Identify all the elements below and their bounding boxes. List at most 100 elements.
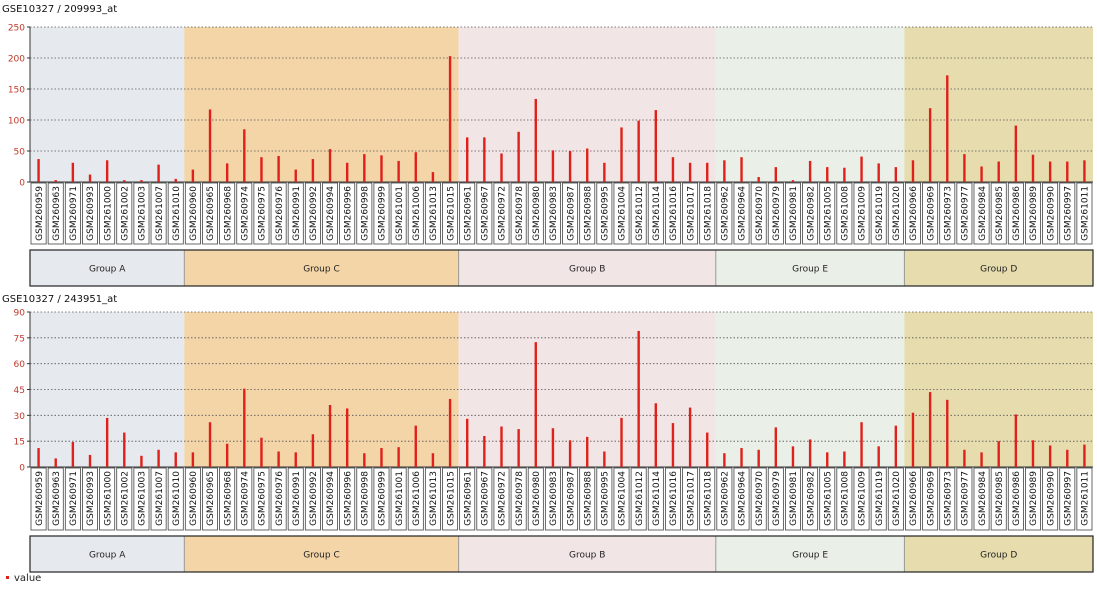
sample-label-box	[407, 182, 424, 245]
group-bg-plot	[184, 27, 459, 182]
sample-label-box	[1025, 467, 1041, 531]
y-tick-label: 45	[14, 386, 25, 396]
x-tick-label: GSM260981	[789, 186, 799, 241]
x-tick-label: GSM261002	[120, 186, 130, 241]
sample-label-box	[1042, 182, 1059, 245]
sample-label-box	[630, 182, 647, 245]
bar	[431, 172, 435, 182]
bar	[894, 167, 898, 182]
bar	[774, 167, 778, 182]
bar	[1048, 445, 1052, 467]
x-tick-label: GSM261018	[703, 471, 713, 526]
sample-label-box	[322, 182, 339, 245]
group-bg-strip	[904, 536, 1093, 572]
sample-label-box	[819, 467, 836, 531]
sample-label-box	[664, 467, 681, 531]
x-tick-label: GSM261003	[138, 471, 148, 526]
x-tick-label: GSM261007	[155, 471, 165, 526]
x-tick-label: GSM261006	[412, 471, 422, 526]
sample-label-box	[493, 182, 510, 245]
x-tick-label: GSM260965	[206, 471, 216, 526]
x-tick-label: GSM261007	[155, 186, 165, 241]
x-tick-label: GSM260991	[292, 471, 302, 526]
bar	[380, 155, 383, 182]
sample-label-box	[699, 467, 716, 531]
sample-label-box	[476, 467, 493, 531]
bar	[260, 157, 263, 182]
x-tick-label: GSM260972	[498, 471, 508, 526]
group-label: Group B	[569, 265, 605, 275]
bar	[380, 448, 383, 467]
y-tick-label: 200	[8, 55, 25, 65]
x-tick-label: GSM261017	[686, 186, 696, 241]
sample-label-box	[682, 467, 699, 531]
sample-label-box	[150, 467, 167, 531]
x-tick-label: GSM260999	[378, 471, 388, 526]
x-tick-label: GSM261016	[669, 471, 679, 526]
x-tick-label: GSM261019	[875, 186, 885, 241]
sample-label-box	[442, 467, 459, 531]
bar	[963, 154, 966, 182]
bar	[740, 448, 743, 467]
x-tick-label: GSM261013	[429, 471, 439, 526]
sample-label-box	[819, 182, 836, 245]
x-tick-label: GSM261020	[892, 471, 902, 526]
x-tick-label: GSM260968	[223, 471, 233, 526]
x-tick-label: GSM261016	[669, 186, 679, 241]
sample-label-box	[956, 467, 973, 531]
bar	[894, 425, 898, 467]
sample-label-box	[270, 467, 287, 531]
sample-label-box	[373, 182, 390, 245]
bar	[860, 422, 863, 467]
bar	[654, 403, 657, 467]
sample-label-box	[322, 467, 339, 531]
sample-label-box	[493, 467, 510, 531]
legend-marker	[6, 576, 9, 579]
x-tick-label: GSM260959	[35, 471, 45, 526]
bar	[586, 148, 589, 182]
bar	[414, 425, 417, 467]
y-tick-label: 0	[19, 464, 25, 474]
x-tick-label: GSM261003	[138, 186, 148, 241]
sample-label-box	[905, 467, 921, 531]
bar	[757, 449, 760, 467]
x-tick-label: GSM260964	[738, 186, 748, 241]
x-tick-label: GSM260975	[258, 471, 268, 526]
y-tick-label: 0	[19, 179, 25, 189]
x-tick-label: GSM260999	[378, 186, 388, 241]
x-tick-label: GSM260979	[772, 471, 782, 526]
sample-label-box	[990, 467, 1007, 531]
bar	[483, 137, 486, 182]
bar	[723, 453, 726, 467]
sample-label-box	[202, 467, 218, 531]
sample-label-box	[579, 182, 596, 245]
chart-title: GSE10327 / 209993_at	[2, 4, 117, 15]
x-tick-label: GSM260997	[1063, 471, 1073, 526]
x-tick-label: GSM260982	[806, 471, 816, 526]
sample-label-box	[750, 182, 767, 245]
sample-label-box	[510, 467, 527, 531]
bar	[483, 436, 486, 467]
bar	[688, 407, 692, 467]
sample-label-box	[1042, 467, 1059, 531]
x-tick-label: GSM261012	[635, 186, 645, 241]
x-tick-label: GSM260962	[721, 186, 731, 241]
sample-label-box	[613, 467, 630, 531]
bar	[1031, 440, 1035, 467]
bar	[225, 443, 229, 467]
x-tick-label: GSM260974	[241, 186, 251, 241]
bar	[1066, 449, 1069, 467]
bar	[140, 180, 143, 182]
sample-label-box	[236, 467, 253, 531]
x-tick-label: GSM261013	[429, 186, 439, 241]
bar	[208, 422, 212, 467]
x-tick-label: GSM260981	[789, 471, 799, 526]
x-tick-label: GSM260977	[961, 186, 971, 241]
x-tick-label: GSM261004	[618, 471, 628, 526]
sample-label-box	[853, 467, 870, 531]
group-label: Group E	[792, 265, 828, 275]
y-tick-label: 60	[14, 360, 26, 370]
bar	[71, 162, 75, 182]
y-tick-label: 50	[14, 148, 26, 158]
bar	[860, 156, 863, 182]
